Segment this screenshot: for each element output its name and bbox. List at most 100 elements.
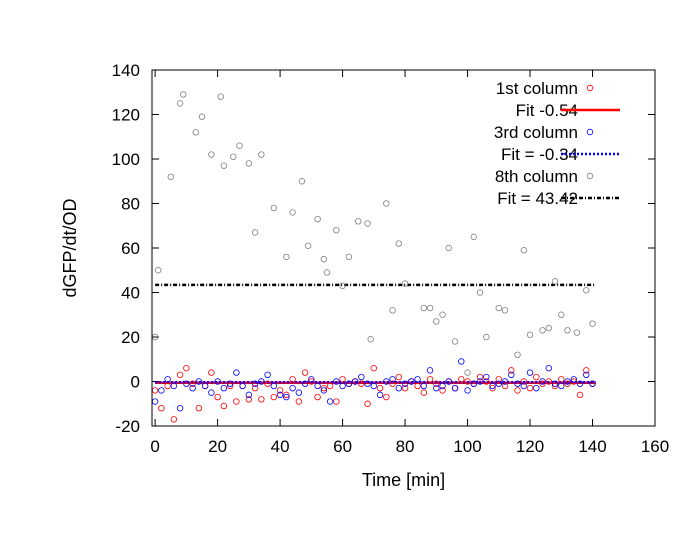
series-2-point [239, 382, 246, 390]
series-3-point [155, 267, 162, 274]
legend-marker [586, 128, 594, 136]
series-2-point [551, 380, 559, 387]
series-2-point [501, 378, 509, 385]
legend: 1st column Fit -0.54 3rd column Fit = -0.34… [494, 79, 620, 208]
series-1-point [464, 378, 471, 385]
series-2-point [570, 376, 577, 383]
series-1-point [208, 369, 215, 376]
series-3-point [298, 178, 306, 185]
data-points [151, 91, 596, 423]
series-2-point [345, 380, 353, 387]
series-2-point [183, 380, 190, 387]
series-1-point [226, 382, 234, 390]
series-2-point [308, 376, 315, 383]
series-3-point [217, 93, 224, 100]
tick-marks [152, 69, 656, 427]
series-2-point [151, 398, 159, 405]
y-axis-label: dGFP/dt/OD [60, 198, 80, 297]
series-1-point [458, 376, 465, 383]
series-3-point [383, 200, 390, 207]
series-3-point [539, 327, 546, 334]
legend-marker [586, 172, 594, 180]
series-1-point [426, 376, 434, 383]
x-tick-label: 40 [271, 437, 290, 456]
series-1-point [264, 380, 271, 387]
series-2-point [264, 371, 271, 379]
series-2-point [370, 382, 378, 390]
series-2-point [589, 380, 596, 387]
series-3-point [289, 209, 296, 216]
series-2-point [289, 384, 296, 392]
series-1-point [326, 382, 334, 390]
series-2-point [201, 382, 209, 390]
series-1-point [389, 380, 396, 387]
series-2-point [376, 391, 384, 399]
series-3-point [501, 307, 509, 314]
series-1-point [314, 393, 321, 401]
series-2-point [208, 389, 215, 396]
series-2-point [508, 371, 515, 379]
tick-labels: 0 20 40 60 80 100 120 140 160 -20 0 20 40 60 80 100 120 1… [112, 61, 670, 456]
series-3-point [589, 320, 596, 327]
series-1-point [320, 384, 328, 392]
series-3-point [339, 282, 346, 290]
series-3-point [445, 244, 453, 252]
series-3-point [439, 311, 446, 318]
series-3-point [176, 100, 184, 107]
series-2-point [420, 382, 428, 390]
series-2-point [408, 378, 415, 385]
series-1-point [301, 369, 309, 376]
series-3-point [245, 160, 253, 167]
series-3-point [180, 91, 187, 98]
series-2-point [326, 398, 334, 405]
series-1-point [558, 376, 565, 383]
series-1-point [333, 398, 340, 405]
series-3-point [545, 324, 552, 332]
series-2-point [189, 384, 196, 392]
x-tick-label: 120 [516, 437, 544, 456]
series-1-point [495, 376, 502, 383]
series-1-point [533, 373, 540, 381]
series-1-point [501, 382, 509, 390]
series-3-point [230, 153, 237, 160]
series-1-point [283, 391, 290, 399]
series-1-point [564, 380, 571, 387]
series-1-point [295, 398, 303, 405]
series-1-point [551, 382, 559, 390]
x-tick-label: 80 [396, 437, 415, 456]
series-1-point [489, 384, 496, 392]
legend-label: Fit = 43.42 [497, 189, 578, 208]
series-2-point [401, 380, 409, 387]
series-1-point [214, 393, 221, 401]
series-3-point [270, 204, 278, 212]
series-1-point [170, 416, 178, 423]
series-1-point [189, 380, 196, 387]
series-1-point [439, 387, 446, 394]
y-tick-label: 100 [112, 150, 140, 169]
series-2-point [433, 384, 440, 392]
series-1-point [158, 405, 165, 412]
series-1-point [376, 384, 384, 392]
series-1-point [420, 389, 428, 396]
series-1-point [401, 384, 409, 392]
series-1-point [520, 378, 527, 385]
series-2-point [464, 387, 471, 394]
series-1-point [514, 387, 521, 394]
series-2-point [451, 384, 459, 392]
series-2-point [520, 382, 527, 390]
series-2-point [545, 364, 552, 372]
series-3-point [354, 218, 362, 225]
series-2-point [514, 380, 521, 387]
y-tick-label: 60 [121, 239, 140, 258]
series-2-point [445, 378, 453, 385]
series-1-point [508, 367, 515, 374]
fit-lines [155, 283, 596, 384]
series-3-point [320, 255, 328, 263]
series-2-point [558, 382, 565, 390]
series-2-point [458, 358, 465, 365]
series-3-point [476, 289, 484, 296]
series-1-point [151, 387, 159, 394]
series-2-point [164, 376, 171, 383]
series-3-point [470, 233, 477, 241]
series-3-point [426, 304, 434, 312]
